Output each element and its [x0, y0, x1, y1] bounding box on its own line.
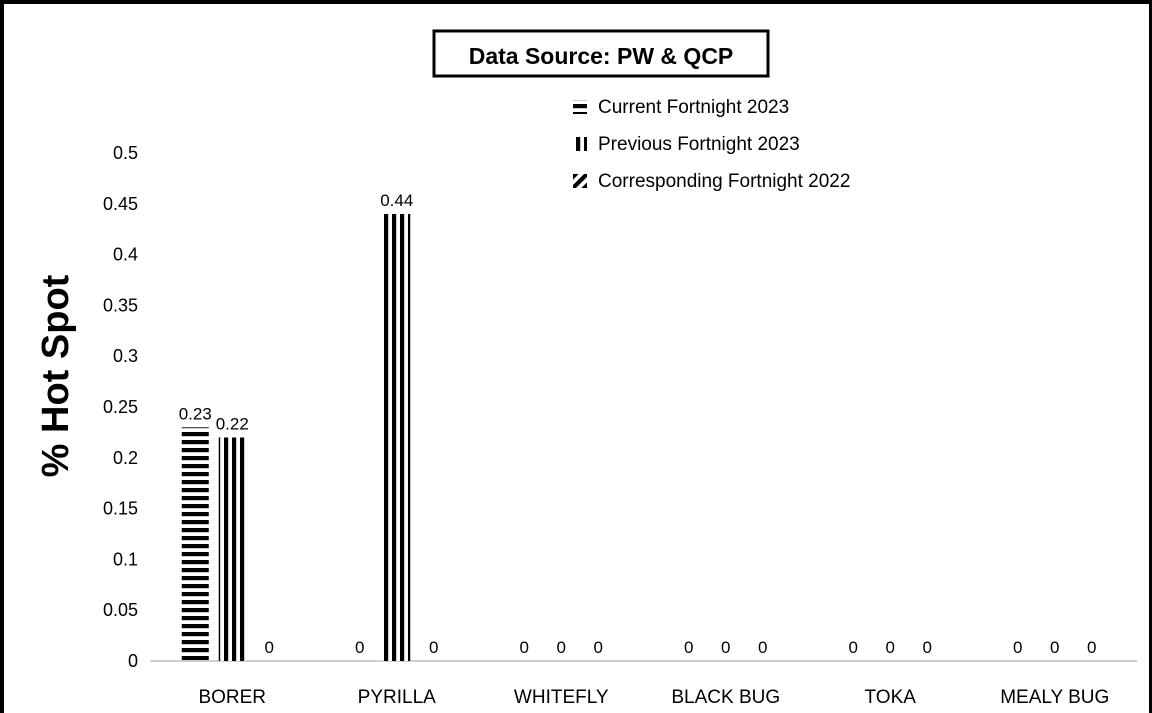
chart-title-border	[432, 29, 770, 78]
data-label: 0	[886, 638, 895, 657]
data-label: 0	[429, 638, 438, 657]
x-tick-label: BLACK BUG	[671, 687, 780, 708]
chart-title: Data Source: PW & QCP	[469, 43, 734, 69]
data-label: 0	[1087, 638, 1096, 657]
bar	[181, 427, 209, 661]
data-label: 0.44	[380, 191, 413, 210]
x-tick-label: PYRILLA	[358, 687, 436, 708]
y-tick-label: 0.4	[113, 245, 138, 265]
y-tick-label: 0.1	[113, 549, 138, 569]
y-tick-label: 0.2	[113, 448, 138, 468]
bar-series-group	[181, 213, 411, 661]
x-tick-label: BORER	[198, 687, 266, 708]
y-axis-ticks: 0 0.05 0.1 0.15 0.2 0.25 0.3 0.35 0.4 0.45 0.5	[103, 143, 138, 671]
legend-label: Corresponding Fortnight 2022	[598, 171, 850, 192]
y-tick-label: 0.25	[103, 397, 138, 417]
legend-swatch	[573, 100, 587, 114]
legend-swatch	[573, 137, 587, 151]
bar	[218, 437, 246, 661]
data-label: 0	[923, 638, 932, 657]
legend-swatch	[573, 174, 587, 188]
y-tick-label: 0.05	[103, 600, 138, 620]
data-label: 0	[849, 638, 858, 657]
data-label: 0	[594, 638, 603, 657]
legend-label: Current Fortnight 2023	[598, 97, 789, 118]
data-label: 0.23	[179, 404, 212, 423]
data-label: 0	[355, 638, 364, 657]
y-axis-label: % Hot Spot	[35, 274, 77, 477]
data-label: 0	[265, 638, 274, 657]
data-labels-group: 0.230.22 0 0 0.44 0 0 0 0 0 0 0 0 0 0 0 0 0	[179, 191, 1097, 657]
x-tick-label: TOKA	[865, 687, 917, 708]
y-tick-label: 0.15	[103, 499, 138, 519]
y-tick-label: 0.5	[113, 143, 138, 163]
data-label: 0	[520, 638, 529, 657]
data-label: 0.22	[216, 414, 249, 433]
legend-label: Previous Fortnight 2023	[598, 134, 800, 155]
y-tick-label: 0.35	[103, 295, 138, 315]
x-tick-label: WHITEFLY	[514, 687, 609, 708]
data-label: 0	[557, 638, 566, 657]
x-axis-ticks: BORER PYRILLA WHITEFLY BLACK BUG TOKA MEALY B…	[198, 687, 1109, 708]
chart-title-box: Data Source: PW & QCP	[432, 29, 770, 78]
y-tick-label: 0	[128, 651, 138, 671]
data-label: 0	[758, 638, 767, 657]
bar	[383, 213, 411, 661]
data-label: 0	[684, 638, 693, 657]
data-label: 0	[1050, 638, 1059, 657]
data-label: 0	[1013, 638, 1022, 657]
legend: Current Fortnight 2023 Previous Fortnight…	[573, 97, 850, 192]
x-tick-label: MEALY BUG	[1000, 687, 1109, 708]
data-label: 0	[721, 638, 730, 657]
y-tick-label: 0.3	[113, 346, 138, 366]
y-tick-label: 0.45	[103, 194, 138, 214]
